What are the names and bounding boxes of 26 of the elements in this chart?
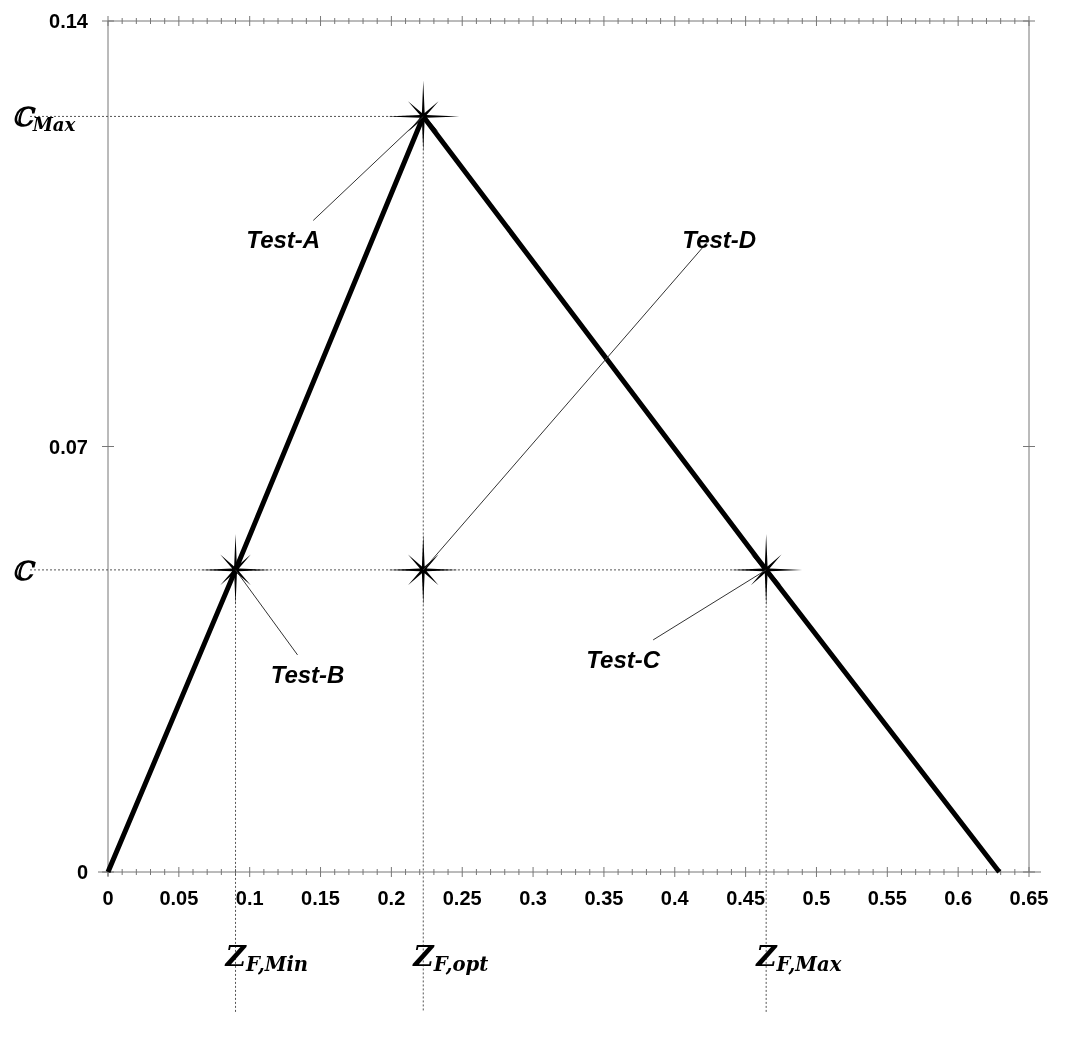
annotation: Test-A: [246, 226, 321, 254]
y-tick-label: 0: [76, 861, 88, 883]
annotation: Test-D: [682, 225, 757, 253]
ref-line-label: Z$_{F,Min}$: [224, 940, 309, 976]
y-tick-label: 0.14: [49, 10, 89, 32]
x-tick-label: 0.3: [519, 887, 547, 909]
x-tick-label: 0: [102, 887, 114, 909]
x-tick-label: 0.15: [301, 887, 341, 909]
x-tick-label: 0.5: [802, 887, 831, 909]
x-tick-label: 0.45: [726, 887, 766, 909]
x-tick-label: 0.25: [442, 887, 482, 909]
ref-line-label: Z$_{F,opt}$: [412, 940, 489, 976]
ref-line-label: ℂ$_{Max}$: [12, 102, 77, 135]
ref-line-label: Z$_{F,Max}$: [755, 940, 842, 976]
x-tick-label: 0.2: [377, 887, 406, 909]
x-tick-label: 0.4: [660, 887, 690, 909]
x-tick-label: 0.55: [867, 887, 907, 909]
x-tick-label: 0.6: [944, 887, 973, 909]
x-tick-label: 0.05: [159, 887, 199, 909]
y-tick-label: 0.07: [49, 435, 88, 458]
x-tick-label: 0.65: [1009, 887, 1049, 909]
annotation: Test-B: [270, 660, 345, 688]
ref-line-label: ℂ: [12, 555, 36, 586]
x-tick-label: 0.1: [235, 887, 264, 909]
annotation: Test-C: [586, 645, 661, 673]
x-tick-label: 0.35: [584, 887, 624, 909]
